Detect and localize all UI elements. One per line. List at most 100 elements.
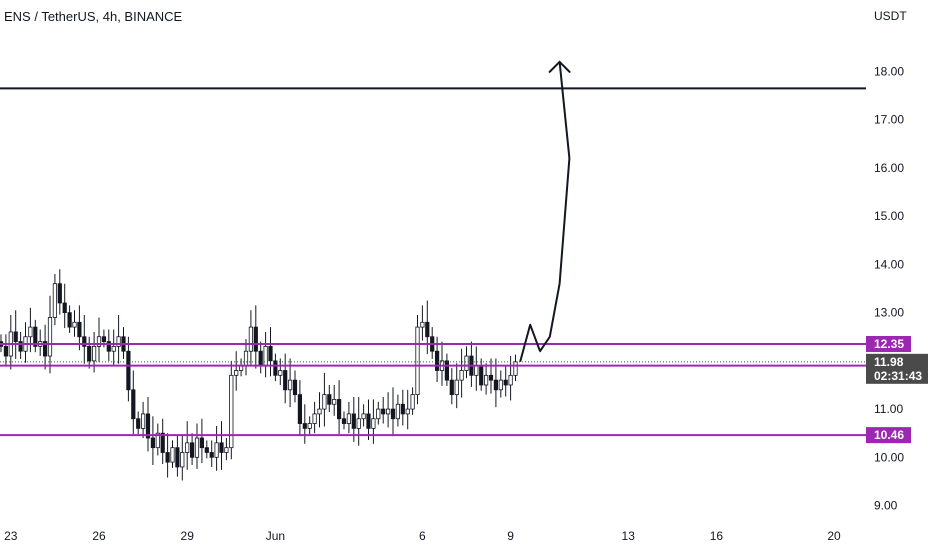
candle-body: [454, 379, 459, 396]
candle-body: [302, 423, 307, 429]
time-axis: 23 26 29 Jun 6 9 13 16 20: [4, 529, 841, 543]
candle-body: [96, 336, 102, 347]
candle-body: [47, 317, 53, 357]
price-tick-label: 13.00: [874, 306, 904, 320]
candle-body: [253, 326, 258, 352]
candle-body: [87, 345, 92, 362]
candle-body: [283, 370, 288, 391]
candle-body: [189, 442, 195, 458]
time-tick-label: Jun: [266, 529, 285, 543]
candle-body: [204, 447, 209, 453]
projection-arrowhead: [548, 60, 571, 73]
candle-body: [263, 345, 268, 367]
candle-body: [415, 326, 420, 396]
time-tick-label: 16: [710, 529, 724, 543]
time-tick-label: 20: [827, 529, 841, 543]
candle-body: [434, 350, 440, 371]
candle-body: [332, 399, 337, 405]
candle-body: [131, 389, 136, 420]
time-tick-label: 29: [181, 529, 195, 543]
candle-body: [356, 418, 361, 429]
candle-body: [474, 365, 479, 376]
candle-body: [214, 442, 219, 458]
candle-body: [317, 408, 322, 415]
candle-body: [464, 355, 469, 371]
candle-body: [219, 442, 224, 453]
candle-body: [224, 447, 229, 453]
currency-label: USDT: [874, 9, 907, 23]
candle-body: [43, 341, 48, 357]
candle-body: [13, 331, 18, 342]
candle-body: [175, 447, 180, 468]
candle-body: [136, 418, 141, 429]
candle-body: [229, 374, 234, 449]
candle-body: [170, 447, 175, 463]
candle-body: [503, 379, 508, 386]
price-tag-box: [866, 335, 911, 352]
candle-body: [160, 432, 165, 453]
candle-body: [258, 350, 263, 367]
candle-body: [483, 374, 489, 386]
candle-body: [273, 360, 278, 376]
candle-body: [185, 442, 190, 453]
candle-body: [327, 394, 332, 405]
candle-body: [479, 365, 484, 386]
price-tick-label: 17.00: [874, 113, 904, 127]
current-price-label: 11.98: [874, 355, 904, 369]
candle-body: [18, 341, 23, 352]
candle-body: [3, 345, 8, 357]
price-axis: USDT9.0010.0011.0012.0013.0014.0015.0016…: [866, 0, 932, 550]
candle-body: [67, 312, 72, 328]
candle-body: [371, 418, 376, 429]
price-tag-box: [866, 427, 911, 444]
candle-body: [425, 321, 430, 338]
candle-body: [116, 336, 121, 347]
horizontal-levels: [0, 87, 866, 437]
candle-body: [28, 326, 33, 338]
candle-body: [140, 413, 146, 429]
candle-body: [194, 437, 200, 458]
candle-body: [346, 413, 352, 424]
candle-body: [292, 379, 298, 396]
candle-body: [209, 452, 214, 458]
candle-body: [361, 413, 366, 420]
candle-body: [62, 302, 67, 314]
candle-body: [459, 370, 464, 381]
time-tick-label: 9: [507, 529, 514, 543]
candle-body: [180, 452, 185, 468]
chart-title: ENS / TetherUS, 4h, BINANCE: [4, 9, 183, 24]
projection-drawing: [519, 60, 571, 362]
candle-body: [390, 408, 396, 420]
candle-body: [336, 399, 342, 420]
candle-body: [101, 336, 106, 342]
price-tag-label: 10.46: [874, 428, 904, 442]
candle-body: [513, 361, 518, 376]
time-tick-label: 6: [419, 529, 426, 543]
candle-body: [449, 379, 454, 396]
candle-body: [52, 283, 58, 318]
price-tick-label: 18.00: [874, 65, 904, 79]
candle-body: [243, 350, 249, 367]
candle-body: [381, 408, 386, 415]
candle-body: [155, 432, 160, 449]
candle-body: [405, 408, 410, 415]
candle-body: [92, 345, 97, 362]
candle-body: [106, 341, 111, 352]
candle-body: [72, 321, 77, 328]
candle-body: [287, 379, 293, 391]
candle-body: [234, 370, 239, 376]
price-tick-label: 14.00: [874, 257, 904, 271]
candle-body: [444, 360, 450, 381]
candle-body: [400, 403, 405, 415]
price-tick-label: 16.00: [874, 161, 904, 175]
candle-body: [341, 418, 347, 424]
candle-body: [420, 321, 425, 328]
candle-body: [297, 394, 303, 424]
candle-body: [366, 413, 371, 429]
candle-body: [126, 350, 131, 391]
price-axis-background: [866, 0, 932, 550]
candle-body: [498, 379, 503, 391]
price-tick-label: 11.00: [874, 402, 903, 416]
candle-body: [248, 326, 253, 352]
